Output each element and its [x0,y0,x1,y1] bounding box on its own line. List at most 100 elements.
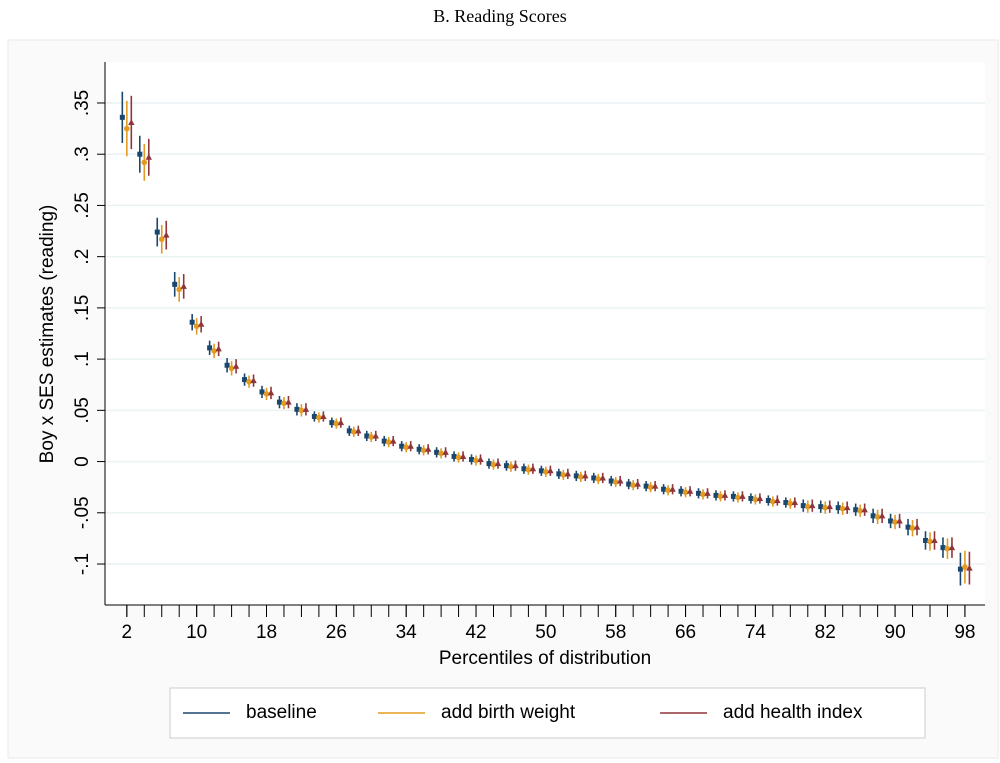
y-tick-label: -.1 [72,553,93,575]
legend-label: add birth weight [441,702,576,723]
point [940,545,946,551]
point [577,474,584,480]
x-tick-label: 26 [326,622,347,643]
point [870,513,876,519]
point [626,481,632,487]
point [547,467,554,474]
point [927,538,933,545]
point [390,437,397,444]
point [364,433,370,439]
point [582,472,589,479]
point [573,473,579,479]
plot-area [105,62,985,605]
point [892,519,898,525]
point [232,362,240,369]
point [512,462,519,469]
point [281,400,287,406]
legend-label: baseline [246,702,317,723]
point [835,505,841,511]
point [294,406,300,412]
x-tick-label: 66 [675,622,696,643]
point [381,438,387,444]
point [346,428,352,434]
x-tick-label: 34 [396,622,418,643]
point [704,489,711,496]
point [416,446,422,452]
point [651,482,659,489]
point [189,319,195,325]
point [124,125,130,132]
point [809,502,816,509]
legend [169,687,926,739]
point [372,432,379,439]
y-tick-label: -.05 [72,496,93,529]
point [826,503,833,510]
point [355,427,362,434]
point [246,378,252,385]
y-tick-label: .35 [72,90,93,116]
x-tick-label: 98 [954,622,975,643]
point [469,457,475,463]
point [267,389,275,396]
point [800,503,806,509]
point [564,470,572,477]
point [215,345,222,352]
point [521,466,527,472]
point [337,419,345,426]
point [839,505,846,512]
point [765,497,771,503]
point [403,444,409,451]
point [888,518,894,524]
point [486,461,492,467]
point [617,477,624,484]
point [141,159,148,166]
point [320,412,327,419]
point [385,439,392,445]
point [822,504,829,511]
point [599,474,606,481]
point [228,365,235,372]
chart-title: B. Reading Scores [433,6,566,26]
point [874,514,881,520]
point [966,564,973,571]
x-tick-label: 82 [815,622,836,643]
point [857,507,863,514]
y-tick-label: .1 [72,351,93,367]
point [224,362,230,368]
y-axis-label: Boy x SES estimates (reading) [37,205,58,464]
point [399,443,405,449]
point [595,476,602,482]
point [905,524,911,530]
point [197,320,205,327]
point [250,377,257,384]
point [438,450,444,457]
point [730,493,736,499]
point [661,486,667,492]
point [630,482,636,488]
point [923,537,928,543]
point [556,471,562,477]
point [909,525,916,531]
point [787,500,794,507]
point [451,453,457,459]
point [756,494,764,501]
point [529,465,537,472]
point [434,449,440,455]
point [543,469,549,475]
point [931,536,938,543]
point [783,500,789,506]
x-tick-label: 2 [122,622,133,643]
point [137,151,143,157]
point [538,468,544,474]
x-tick-label: 74 [745,622,767,643]
y-tick-label: .25 [72,192,93,218]
point [878,512,886,519]
point [193,323,200,330]
point [717,493,724,500]
point [669,485,676,492]
point [678,488,684,494]
point [316,414,322,421]
point [962,564,968,570]
point [774,496,781,503]
point [525,466,532,473]
